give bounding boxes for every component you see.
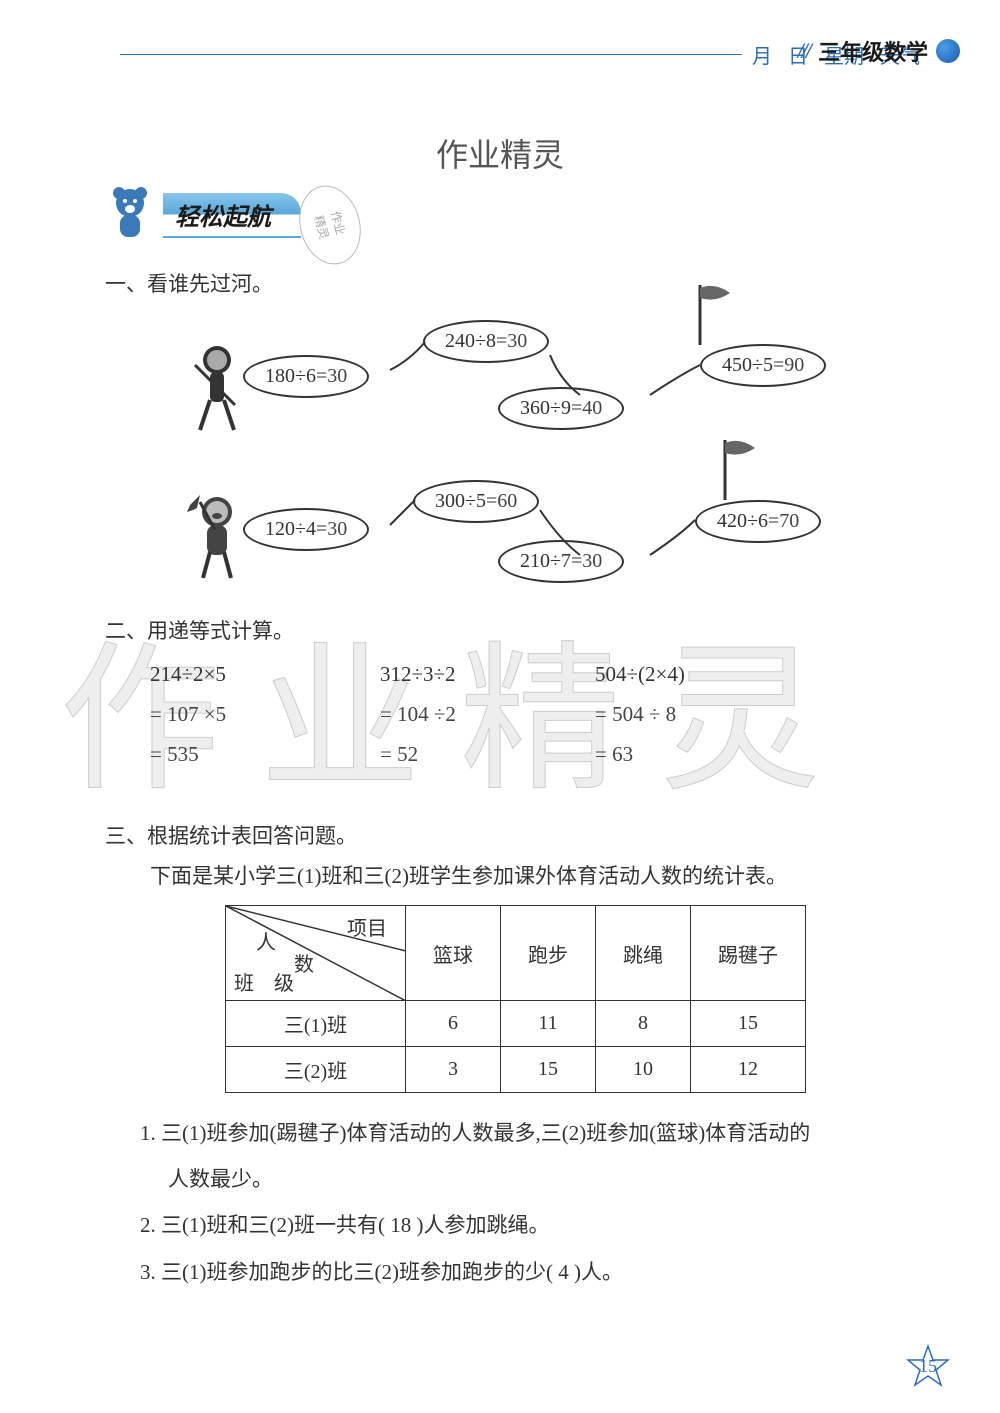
header-right: /// 三年级数学 — [798, 35, 960, 67]
page-number: 15 — [906, 1344, 950, 1388]
bubble: 210÷7=30 — [498, 540, 624, 583]
month-label: 月 — [752, 40, 772, 69]
bubble: 180÷6=30 — [243, 355, 369, 398]
calc-3: 504÷(2×4) = 504 ÷ 8 = 63 — [595, 655, 685, 775]
q3-line2: 2. 三(1)班和三(2)班一共有( 18 )人参加跳绳。 — [140, 1202, 920, 1248]
calc-1: 214÷2×5 = 107 ×5 = 535 — [150, 655, 226, 775]
q3-label: 三、根据统计表回答问题。 — [105, 820, 357, 850]
flag-icon — [720, 440, 760, 506]
grade-title: 三年级数学 — [818, 35, 928, 67]
header-rule — [120, 54, 742, 55]
watermark-title: 作业精灵 — [436, 130, 564, 176]
section-header: 轻松起航 — [105, 185, 301, 245]
bubble: 360÷9=40 — [498, 387, 624, 430]
q3-questions: 1. 三(1)班参加(踢毽子)体育活动的人数最多,三(2)班参加(篮球)体育活动… — [140, 1110, 920, 1295]
diag-header: 项目 人 数 班 级 — [226, 906, 406, 1001]
table-row: 三(1)班 6 11 8 15 — [226, 1001, 806, 1047]
flag-icon — [695, 285, 735, 351]
q2-label: 二、用递等式计算。 — [105, 615, 294, 645]
stat-table: 项目 人 数 班 级 篮球 跑步 跳绳 踢毽子 三(1)班 6 11 8 15 … — [225, 905, 806, 1093]
q1-label: 一、看谁先过河。 — [105, 268, 273, 298]
table-row: 三(2)班 3 15 10 12 — [226, 1047, 806, 1093]
q3-line3: 3. 三(1)班参加跑步的比三(2)班参加跑步的少( 4 )人。 — [140, 1249, 920, 1295]
calc-2: 312÷3÷2 = 104 ÷2 = 52 — [380, 655, 456, 775]
bubble: 420÷6=70 — [695, 500, 821, 543]
pig-icon — [185, 490, 250, 586]
slash-icon: /// — [798, 38, 810, 64]
q3-line1: 1. 三(1)班参加(踢毽子)体育活动的人数最多,三(2)班参加(篮球)体育活动… — [140, 1110, 920, 1156]
monkey-icon — [185, 340, 250, 441]
q3-intro: 下面是某小学三(1)班和三(2)班学生参加课外体育活动人数的统计表。 — [150, 860, 787, 890]
q3-line1b: 人数最少。 — [140, 1156, 920, 1202]
table-row: 项目 人 数 班 级 篮球 跑步 跳绳 踢毽子 — [226, 906, 806, 1001]
bubble: 240÷8=30 — [423, 320, 549, 363]
bear-icon — [105, 185, 155, 245]
stamp-icon: 作业精灵 — [291, 179, 370, 272]
bubble: 300÷5=60 — [413, 480, 539, 523]
section-title: 轻松起航 — [163, 193, 301, 238]
bubble: 120÷4=30 — [243, 508, 369, 551]
circle-icon — [936, 39, 960, 63]
